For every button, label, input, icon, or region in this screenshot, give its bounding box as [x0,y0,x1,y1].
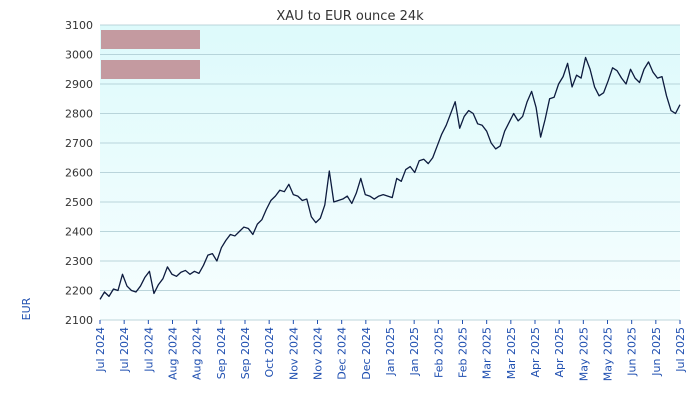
x-tick-label-15: Feb 2025 [457,327,470,378]
x-tick-label-20: May 2025 [577,327,590,381]
y-tick-label-2500: 2500 [65,196,93,209]
x-tick-label-21: May 2025 [602,327,615,381]
x-tick-label-3: Aug 2024 [167,327,180,380]
y-tick-label-2200: 2200 [65,285,93,298]
y-tick-label-2800: 2800 [65,108,93,121]
legend-swatch-2 [101,60,200,79]
series-group [99,56,681,300]
x-tick-label-11: Dec 2024 [360,327,373,380]
x-tick-label-1: Jul 2024 [118,327,131,373]
x-tick-label-24: Jul 2025 [674,327,687,373]
y-axis-label: EUR [20,297,33,320]
y-tick-label-2900: 2900 [65,78,93,91]
x-tick-label-19: Apr 2025 [553,327,566,378]
x-tick-label-8: Nov 2024 [287,327,300,380]
x-axis-ticks: Jul 2024 Jul 2024 Jul 2024 Aug 2024 Aug 2024… [94,320,687,381]
x-tick-label-14: Feb 2025 [432,327,445,378]
x-tick-label-0: Jul 2024 [94,327,107,373]
y-axis-ticks: 2100 2200 2300 2400 2500 2600 2700 2800 2900 3000… [65,19,93,327]
y-tick-label-2700: 2700 [65,137,93,150]
x-tick-label-4: Aug 2024 [191,327,204,380]
x-tick-label-18: Apr 2025 [529,327,542,378]
y-tick-label-2600: 2600 [65,167,93,180]
chart-title: XAU to EUR ounce 24k [276,9,424,24]
x-tick-label-12: Jan 2025 [384,327,397,376]
y-tick-label-3100: 3100 [65,19,93,32]
x-tick-label-10: Dec 2024 [336,327,349,380]
x-tick-label-6: Sep 2024 [239,327,252,379]
x-tick-label-17: Mar 2025 [505,327,518,379]
x-tick-label-13: Jan 2025 [408,327,421,376]
legend [101,30,200,79]
x-tick-label-7: Oct 2024 [263,327,276,378]
x-tick-label-2: Jul 2024 [142,327,155,373]
y-tick-label-2100: 2100 [65,314,93,327]
y-tick-label-3000: 3000 [65,49,93,62]
y-tick-label-2400: 2400 [65,226,93,239]
x-tick-label-5: Sep 2024 [215,327,228,379]
x-tick-label-16: Mar 2025 [481,327,494,379]
x-tick-label-22: Jun 2025 [626,327,639,377]
x-tick-label-9: Nov 2024 [312,327,325,380]
y-tick-label-2300: 2300 [65,255,93,268]
grid-lines [100,24,680,321]
series-line-0 [99,56,681,300]
legend-swatch-1 [101,30,200,49]
x-tick-label-23: Jun 2025 [650,327,663,377]
